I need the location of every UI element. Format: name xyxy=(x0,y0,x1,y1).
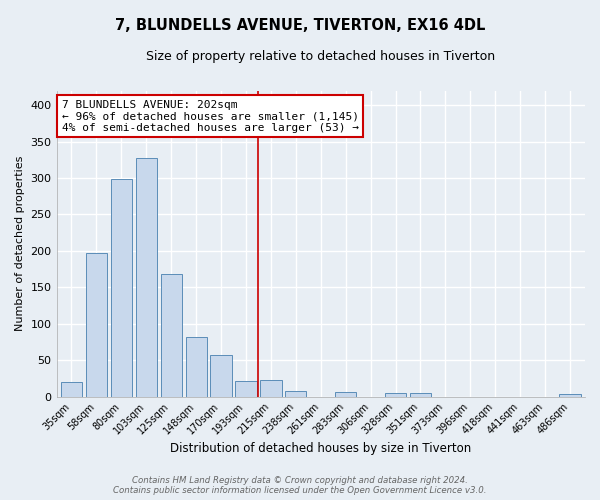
Bar xyxy=(161,274,182,396)
X-axis label: Distribution of detached houses by size in Tiverton: Distribution of detached houses by size … xyxy=(170,442,472,455)
Bar xyxy=(335,392,356,396)
Bar xyxy=(285,391,307,396)
Title: Size of property relative to detached houses in Tiverton: Size of property relative to detached ho… xyxy=(146,50,496,63)
Bar xyxy=(559,394,581,396)
Bar xyxy=(211,355,232,397)
Bar xyxy=(136,158,157,396)
Bar xyxy=(410,393,431,396)
Y-axis label: Number of detached properties: Number of detached properties xyxy=(15,156,25,332)
Text: 7 BLUNDELLS AVENUE: 202sqm
← 96% of detached houses are smaller (1,145)
4% of se: 7 BLUNDELLS AVENUE: 202sqm ← 96% of deta… xyxy=(62,100,359,133)
Bar xyxy=(385,393,406,396)
Bar xyxy=(111,178,132,396)
Text: Contains HM Land Registry data © Crown copyright and database right 2024.
Contai: Contains HM Land Registry data © Crown c… xyxy=(113,476,487,495)
Bar xyxy=(260,380,281,396)
Text: 7, BLUNDELLS AVENUE, TIVERTON, EX16 4DL: 7, BLUNDELLS AVENUE, TIVERTON, EX16 4DL xyxy=(115,18,485,32)
Bar xyxy=(235,382,257,396)
Bar xyxy=(86,253,107,396)
Bar xyxy=(185,337,207,396)
Bar xyxy=(61,382,82,396)
